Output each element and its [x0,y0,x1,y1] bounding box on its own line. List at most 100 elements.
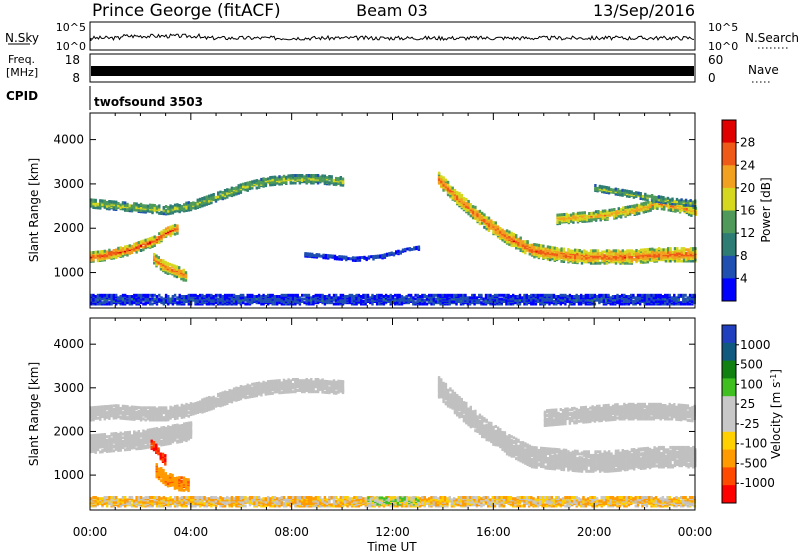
colorbar-swatch [722,278,736,302]
scatter-cell [646,248,649,251]
scatter-cell [155,254,158,258]
scatter-cell [620,293,624,297]
scatter-cell [669,259,672,263]
scatter-cell [342,255,346,259]
scatter-cell [604,209,607,213]
scatter-cell [217,392,220,396]
scatter-cell [278,175,281,179]
scatter-cell [607,186,611,190]
scatter-cell [629,205,632,209]
scatter-cell [101,301,104,305]
scatter-cell [624,206,627,209]
scatter-cell [105,405,109,408]
scatter-cell [276,302,279,306]
scatter-cell [675,197,679,201]
scatter-cell [324,253,328,257]
scatter-cell [622,206,625,210]
scatter-cell [235,192,238,196]
scatter-cell [128,244,131,248]
freq-tick-top: 18 [65,53,80,67]
scatter-cell [458,191,461,195]
scatter-cell [649,203,652,207]
scatter-cell [516,295,519,298]
colorbar-tick-label: 12 [740,226,755,240]
scatter-cell [137,293,140,297]
scatter-cell [371,293,374,297]
scatter-cell [557,295,560,298]
scatter-cell [303,293,306,297]
scatter-cell [540,244,543,248]
scatter-cell [519,247,522,251]
scatter-cell [330,177,333,181]
scatter-cell [103,249,106,253]
scatter-cell [634,296,637,300]
scatter-cell [641,197,645,201]
scatter-cell [187,201,190,205]
scatter-cell [171,268,174,272]
scatter-cell [560,259,563,263]
scatter-cell [514,295,517,298]
scatter-cell [442,176,445,180]
colorbar-swatch [722,142,736,166]
scatter-cell [110,250,113,254]
scatter-cell [178,293,181,297]
scatter-cell [465,201,468,205]
scatter-cell [139,244,143,247]
scatter-cell [546,245,550,249]
scatter-cell [657,195,661,199]
scatter-cell [208,194,211,198]
scatter-cell [564,251,568,255]
scatter-cell [421,293,424,297]
scatter-cell [164,205,168,208]
scatter-cell [635,251,638,255]
scatter-cell [155,205,159,209]
scatter-cell [673,247,677,251]
scatter-cell [221,191,224,194]
scatter-cell [92,293,95,297]
scatter-cell [137,203,140,207]
scatter-cell [217,397,220,401]
scatter-cell [321,174,324,178]
scatter-cell [92,202,95,206]
scatter-cell [543,293,547,297]
scatter-cell [115,206,118,210]
scatter-cell [638,211,641,215]
colorbar-tick-label: 20 [740,181,755,195]
scatter-cell [230,296,234,300]
scatter-cell [558,250,561,254]
scatter-cell [214,293,218,297]
scatter-cell [574,258,577,262]
cpid-program: twofsound 3503 [94,95,203,109]
scatter-cell [526,248,529,252]
scatter-cell [364,293,367,297]
scatter-cell [680,198,683,202]
scatter-cell [205,199,209,203]
scatter-cell [175,275,179,279]
scatter-cell [689,201,692,205]
scatter-cell [367,255,371,259]
scatter-cell [210,293,213,297]
scatter-cell [285,293,288,297]
scatter-cell [328,181,331,185]
scatter-cell [173,209,177,213]
scatter-cell [121,297,125,301]
scatter-cell [391,295,395,298]
scatter-cell [611,295,615,298]
scatter-cell [169,297,172,301]
scatter-cell [534,293,538,297]
scatter-cell [226,191,229,195]
scatter-cell [384,293,388,297]
scatter-cell [135,293,138,297]
scatter-cell [90,253,93,257]
scatter-cell [226,391,229,394]
scatter-cell [671,197,674,201]
scatter-cell [276,295,279,298]
scatter-cell [90,293,93,297]
scatter-cell [614,261,618,265]
scatter-cell [562,247,566,251]
scatter-cell [221,391,224,395]
scatter-cell [449,194,452,198]
scatter-cell [546,293,549,297]
scatter-cell [146,237,150,241]
scatter-cell [501,228,504,232]
